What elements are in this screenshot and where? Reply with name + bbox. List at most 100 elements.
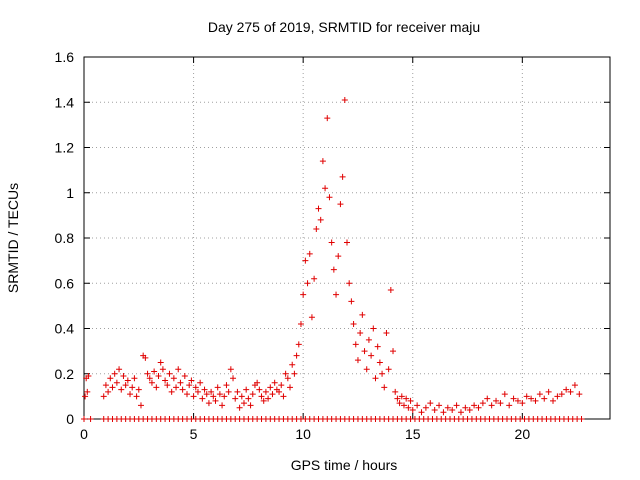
data-point: [179, 386, 186, 393]
data-point: [315, 205, 322, 212]
data-point: [571, 382, 578, 389]
data-point: [81, 416, 87, 422]
data-point: [192, 384, 199, 391]
data-point: [567, 388, 574, 395]
data-point: [308, 314, 315, 321]
x-tick-labels: 0 5 10 15 20: [80, 426, 530, 442]
data-point: [326, 194, 333, 201]
data-point: [545, 388, 552, 395]
data-point: [497, 400, 504, 407]
data-point: [436, 402, 443, 409]
data-point: [177, 379, 184, 386]
y-tick-label: 1.2: [55, 140, 75, 156]
data-point: [319, 158, 326, 165]
data-point: [219, 402, 226, 409]
data-point: [403, 395, 410, 402]
data-point: [383, 330, 390, 337]
data-point: [457, 409, 464, 416]
data-point: [116, 366, 123, 373]
data-point: [205, 400, 212, 407]
y-axis-label: SRMTID / TECUs: [5, 183, 21, 293]
data-point: [105, 388, 112, 395]
data-point: [390, 348, 397, 355]
data-point: [173, 384, 180, 391]
x-tick-label: 20: [515, 426, 531, 442]
data-point: [87, 416, 94, 422]
data-point: [449, 406, 456, 413]
data-point: [532, 397, 539, 404]
data-point: [245, 395, 252, 402]
data-point: [554, 393, 561, 400]
data-point: [541, 395, 548, 402]
data-point: [129, 384, 136, 391]
data-point: [210, 393, 217, 400]
data-point: [287, 384, 294, 391]
data-point: [471, 402, 478, 409]
data-point: [427, 400, 434, 407]
data-point: [254, 379, 261, 386]
data-point: [227, 366, 234, 373]
data-point: [300, 291, 307, 298]
data-point: [258, 393, 265, 400]
data-point: [365, 336, 372, 343]
data-point: [317, 216, 324, 223]
data-point: [462, 404, 469, 411]
data-point: [234, 388, 241, 395]
data-point: [295, 341, 302, 348]
data-point: [374, 343, 381, 350]
data-point: [201, 386, 208, 393]
data-point: [85, 373, 92, 380]
x-tick-label: 10: [295, 426, 311, 442]
data-point: [232, 395, 239, 402]
data-point: [550, 397, 557, 404]
data-point: [168, 388, 175, 395]
data-point: [346, 280, 353, 287]
data-point: [344, 239, 350, 246]
data-point: [157, 359, 164, 366]
data-point: [528, 395, 535, 402]
data-point: [124, 377, 131, 384]
data-point: [271, 379, 278, 386]
data-point: [418, 409, 425, 416]
data-point: [523, 393, 530, 400]
data-point: [120, 373, 127, 380]
data-point: [519, 400, 526, 407]
data-point: [146, 375, 153, 382]
data-point: [100, 393, 107, 400]
data-point: [84, 388, 91, 395]
data-point: [297, 320, 304, 327]
data-point: [212, 397, 219, 404]
data-point: [142, 354, 149, 361]
data-point: [398, 393, 405, 400]
data-point: [484, 395, 491, 402]
data-point: [214, 384, 221, 391]
grid-lines: [84, 57, 610, 419]
data-point: [330, 266, 337, 273]
data-point: [370, 325, 377, 332]
data-point: [194, 388, 201, 395]
data-point: [137, 402, 144, 409]
x-tick-label: 0: [80, 426, 88, 442]
data-point: [223, 382, 230, 389]
data-point: [293, 352, 300, 359]
data-point: [82, 393, 89, 400]
data-point: [311, 275, 318, 282]
y-tick-label: 1: [66, 185, 74, 201]
data-point: [431, 406, 438, 413]
data-point: [368, 352, 375, 359]
data-point: [444, 404, 451, 411]
data-point: [466, 406, 473, 413]
data-point: [122, 382, 129, 389]
data-point: [151, 368, 158, 375]
data-point: [440, 409, 447, 416]
chart-title: Day 275 of 2019, SRMTID for receiver maj…: [208, 19, 480, 35]
data-point: [361, 348, 368, 355]
data-point: [238, 393, 245, 400]
data-point: [284, 375, 291, 382]
data-point: [372, 375, 379, 382]
data-point: [107, 375, 114, 382]
y-tick-label: 0.8: [55, 230, 75, 246]
data-point: [339, 173, 346, 180]
data-point: [385, 366, 392, 373]
